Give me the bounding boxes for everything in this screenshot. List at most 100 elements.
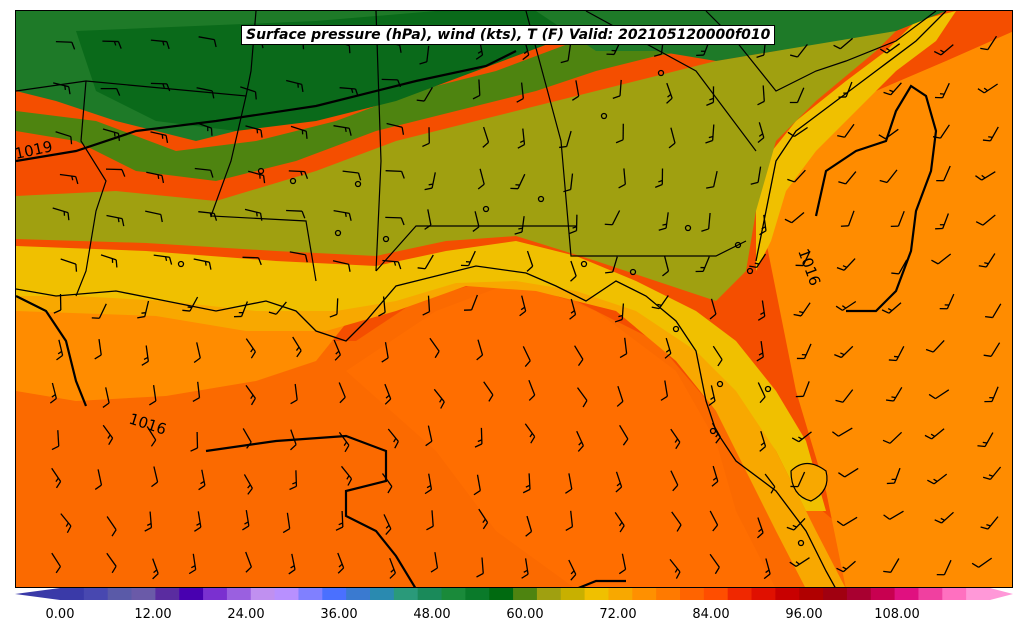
wind-barb xyxy=(59,173,79,185)
colorbar-swatch xyxy=(536,588,562,600)
wind-barb xyxy=(975,214,996,226)
wind-barb xyxy=(152,558,159,580)
coastline xyxy=(16,11,947,587)
colorbar-swatch xyxy=(179,588,204,600)
colorbar-swatch xyxy=(155,588,180,600)
wind-barb xyxy=(151,466,159,488)
wind-barb xyxy=(416,86,433,102)
calm-station-circle xyxy=(354,180,362,188)
wind-barb xyxy=(384,383,392,405)
wind-barb xyxy=(521,558,529,579)
wind-barb xyxy=(425,425,433,447)
wind-barb xyxy=(711,465,719,487)
wind-barb xyxy=(381,473,393,494)
wind-barb xyxy=(669,558,681,579)
wind-barb xyxy=(977,432,994,448)
wind-barb xyxy=(473,474,481,496)
wind-barb xyxy=(51,467,62,489)
wind-barb xyxy=(245,551,252,573)
wind-barb xyxy=(522,473,531,494)
wind-barb xyxy=(286,209,306,219)
wind-barb xyxy=(524,423,536,444)
wind-barb xyxy=(883,558,900,573)
wind-barb xyxy=(55,131,73,145)
calm-station-circle xyxy=(580,260,588,268)
wind-barb xyxy=(881,302,902,314)
calm-station-circle xyxy=(334,229,342,237)
wind-barb xyxy=(879,43,901,54)
wind-barb xyxy=(422,295,431,316)
wind-barb xyxy=(382,259,402,270)
wind-barb xyxy=(430,552,439,573)
wind-barb xyxy=(472,211,480,232)
wind-barb xyxy=(102,128,121,141)
lake-okeechobee xyxy=(790,462,828,502)
wind-barb xyxy=(292,336,302,358)
wind-barb xyxy=(983,342,1001,357)
state-borders xyxy=(16,11,937,297)
colorbar-swatch xyxy=(775,588,800,600)
calm-station-circle xyxy=(716,380,724,388)
calm-station-circle xyxy=(764,385,772,393)
wind-barb xyxy=(417,254,434,270)
wind-barb xyxy=(615,123,624,144)
wind-barb xyxy=(233,301,249,318)
wind-barb xyxy=(756,341,764,362)
wind-barb xyxy=(569,214,578,235)
wind-barb xyxy=(939,293,955,310)
wind-barb xyxy=(332,260,351,272)
wind-barb xyxy=(528,379,536,401)
wind-barb xyxy=(245,125,263,138)
wind-barb xyxy=(288,553,296,575)
calm-station-circle xyxy=(629,268,637,276)
calm-station-circle xyxy=(289,177,297,185)
wind-barb xyxy=(559,130,572,149)
wind-barb xyxy=(51,430,60,451)
colorbar-tick-label: 60.00 xyxy=(506,607,544,622)
wind-barb xyxy=(787,126,808,137)
wind-barb xyxy=(55,40,76,50)
wind-barb xyxy=(378,296,386,317)
wind-barb xyxy=(711,422,721,444)
colorbar-swatch xyxy=(131,588,156,600)
wind-barb xyxy=(198,36,217,48)
calm-station-circle xyxy=(177,260,185,268)
wind-barb xyxy=(795,250,811,267)
colorbar-tick-label: 24.00 xyxy=(227,607,265,622)
calm-station-circle xyxy=(482,205,490,213)
wind-barb xyxy=(786,517,806,531)
wind-barb xyxy=(831,427,853,437)
colorbar-swatch xyxy=(608,588,633,600)
wind-barb xyxy=(288,170,309,179)
wind-barb xyxy=(787,169,806,183)
wind-barb xyxy=(791,431,812,443)
wind-barb xyxy=(146,171,165,184)
wind-barb xyxy=(709,510,719,532)
wind-barb xyxy=(982,466,1002,480)
wind-barb xyxy=(888,346,905,362)
wind-barb xyxy=(984,386,999,403)
wind-barb xyxy=(510,173,526,190)
wind-barb xyxy=(618,168,626,189)
wind-barb xyxy=(333,125,352,136)
colorbar-swatch xyxy=(751,588,776,600)
wind-barb xyxy=(924,428,945,440)
wind-barb xyxy=(245,385,256,406)
wind-barb xyxy=(619,424,629,446)
calm-station-circle xyxy=(657,69,665,77)
colorbar-swatch xyxy=(846,588,872,600)
wind-barb xyxy=(516,82,524,103)
wind-barb xyxy=(883,82,902,96)
wind-barb xyxy=(563,173,574,193)
wind-barb xyxy=(60,513,72,534)
wind-barb xyxy=(483,381,494,402)
colorbar-swatch xyxy=(298,588,323,600)
wind-barb xyxy=(198,211,218,221)
colorbar-swatch xyxy=(966,588,991,600)
wind-barb xyxy=(333,339,341,361)
wind-barb xyxy=(460,250,476,267)
colorbar-tick-label: 96.00 xyxy=(785,607,823,622)
wind-barb xyxy=(576,430,584,452)
wind-barb xyxy=(934,82,950,99)
wind-barb xyxy=(757,382,766,404)
